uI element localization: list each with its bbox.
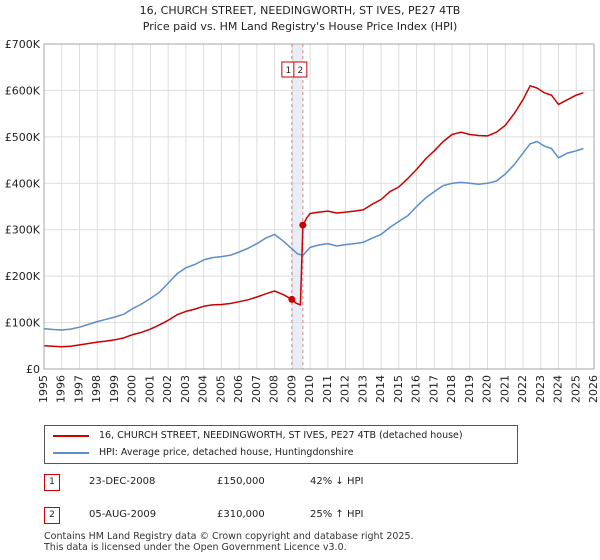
y-tick-label: £100K [5, 317, 41, 330]
chart-title: 16, CHURCH STREET, NEEDINGWORTH, ST IVES… [140, 4, 461, 17]
x-tick-label: 2026 [587, 375, 600, 403]
x-tick-label: 2022 [516, 375, 529, 403]
sale-badge: 2 [44, 507, 60, 524]
x-tick-label: 1995 [37, 375, 50, 403]
x-tick-label: 2025 [569, 375, 582, 403]
x-tick-label: 2008 [268, 375, 281, 403]
legend-swatch-property [53, 435, 89, 437]
x-tick-label: 2018 [445, 375, 458, 403]
y-tick-label: £0 [26, 363, 40, 376]
x-tick-label: 1996 [55, 375, 68, 403]
plot-area: £0 £100K £200K £300K £400K £500K £600K £700K 199… [5, 38, 600, 403]
plot-frame [43, 43, 595, 370]
x-tick-label: 2009 [285, 375, 298, 403]
y-tick-label: £200K [5, 270, 41, 283]
footer: Contains HM Land Registry data © Crown c… [44, 531, 414, 553]
x-tick-label: 2024 [552, 375, 565, 403]
chart-subtitle: Price paid vs. HM Land Registry's House … [143, 20, 458, 33]
y-tick-label: £700K [5, 38, 41, 51]
x-tick-label: 2023 [534, 375, 547, 403]
x-tick-label: 2004 [197, 375, 210, 403]
x-tick-label: 2006 [232, 375, 245, 403]
x-tick-label: 2005 [214, 375, 227, 403]
legend: 16, CHURCH STREET, NEEDINGWORTH, ST IVES… [44, 425, 518, 464]
legend-label-hpi: HPI: Average price, detached house, Hunt… [99, 447, 354, 458]
footer-copyright: Contains HM Land Registry data © Crown c… [44, 531, 414, 542]
sale-hpi-change: 25% ↑ HPI [310, 509, 364, 520]
x-tick-label: 2014 [374, 375, 387, 403]
sale-period-band [291, 44, 303, 369]
sale-point [299, 221, 307, 229]
sale-badge: 1 [44, 474, 60, 491]
x-tick-label: 2000 [126, 375, 139, 403]
sale-hpi-change: 42% ↓ HPI [310, 476, 364, 487]
x-tick-label: 2010 [303, 375, 316, 403]
x-tick-label: 2020 [481, 375, 494, 403]
x-tick-label: 2002 [161, 375, 174, 403]
sale-price: £310,000 [217, 509, 265, 520]
x-tick-label: 2001 [143, 375, 156, 403]
x-tick-label: 2003 [179, 375, 192, 403]
x-tick-label: 2007 [250, 375, 263, 403]
x-tick-label: 1999 [108, 375, 121, 403]
sale-price: £150,000 [217, 476, 265, 487]
legend-label-property: 16, CHURCH STREET, NEEDINGWORTH, ST IVES… [99, 430, 463, 441]
x-tick-label: 2016 [410, 375, 423, 403]
x-tick-label: 2015 [392, 375, 405, 403]
y-tick-label: £600K [5, 84, 41, 97]
x-tick-label: 2021 [498, 375, 511, 403]
sale-point [288, 295, 296, 303]
legend-swatch-hpi [53, 452, 89, 454]
y-tick-label: £500K [5, 131, 41, 144]
y-tick-label: £300K [5, 224, 41, 237]
footer-licence: This data is licensed under the Open Gov… [44, 542, 347, 553]
x-tick-label: 2011 [321, 375, 334, 403]
property-price-line [43, 85, 584, 348]
x-tick-label: 2017 [427, 375, 440, 403]
x-tick-label: 1998 [90, 375, 103, 403]
sale-date: 23-DEC-2008 [89, 476, 156, 487]
x-tick-label: 2019 [463, 375, 476, 403]
price-chart: 16, CHURCH STREET, NEEDINGWORTH, ST IVES… [5, 4, 600, 403]
y-tick-label: £400K [5, 177, 41, 190]
sale-date: 05-AUG-2009 [89, 509, 157, 520]
sale-number-label: 2 [297, 66, 303, 76]
sale-number-box [293, 61, 308, 78]
sale-number-label: 1 [285, 66, 291, 76]
x-tick-label: 2013 [356, 375, 369, 403]
x-tick-label: 2012 [339, 375, 352, 403]
x-tick-label: 1997 [72, 375, 85, 403]
hpi-line [43, 140, 584, 331]
